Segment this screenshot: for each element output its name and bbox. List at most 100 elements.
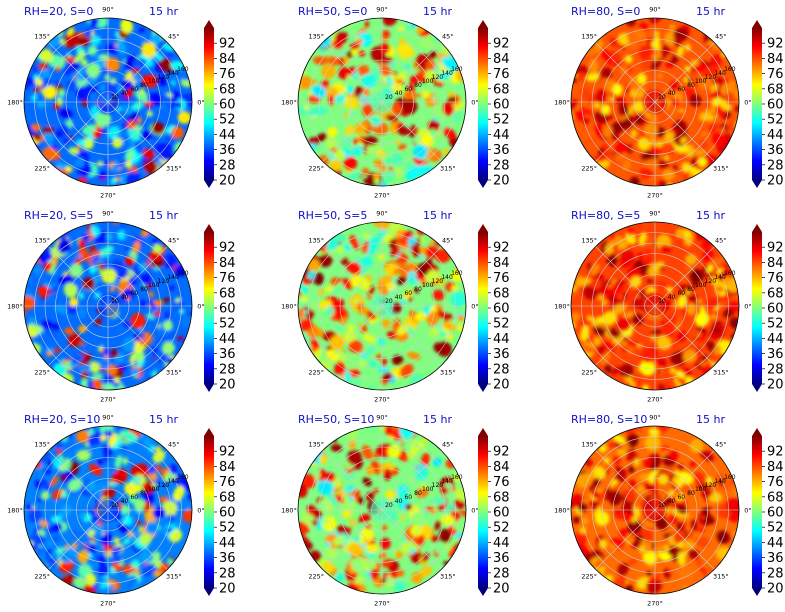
angle-tick-label: 0° (197, 507, 204, 515)
heatmap-cell (163, 255, 169, 264)
heatmap-cell (32, 65, 38, 70)
heatmap-cell (689, 65, 694, 74)
heatmap-cell (619, 65, 629, 75)
angular-grid-line (322, 246, 383, 307)
heatmap-cell (110, 349, 119, 358)
panel-time-label: 15 hr (149, 413, 178, 426)
heatmap-cell (391, 101, 403, 116)
heatmap-cell (64, 543, 70, 550)
heatmap-cell (666, 287, 673, 292)
heatmap-cell (638, 473, 652, 481)
heatmap-cell (440, 486, 449, 495)
angle-tick-label: 0° (471, 99, 478, 107)
heatmap-cell (372, 222, 383, 227)
heatmap-cell (400, 453, 409, 462)
angle-tick-label: 270° (100, 600, 116, 608)
heatmap-cell (433, 342, 443, 353)
panel-title: RH=80, S=5 (571, 209, 640, 222)
heatmap-cell (318, 479, 334, 496)
heatmap-cell (628, 465, 635, 474)
angle-tick-label: 270° (100, 192, 116, 200)
angle-tick-label: 135° (581, 33, 597, 41)
colorbar-tick-label: 52 (493, 317, 510, 332)
heatmap-cell (410, 337, 417, 350)
heatmap-cell (405, 90, 416, 101)
heatmap-cell (631, 516, 637, 523)
colorbar-extend-min (752, 180, 762, 188)
heatmap-cell (359, 277, 371, 292)
heatmap-cell (689, 94, 702, 107)
heatmap-cell (175, 297, 181, 303)
heatmap-cell (657, 73, 663, 79)
heatmap-cell (131, 559, 140, 569)
colorbar-tick-label: 28 (767, 362, 784, 377)
heatmap-cell (593, 562, 603, 569)
heatmap-cell (435, 547, 441, 554)
angle-tick-label: 225° (34, 368, 50, 376)
heatmap-cell (333, 148, 345, 160)
heatmap-cell (97, 171, 107, 179)
heatmap-cell (345, 85, 354, 94)
heatmap-cell (116, 40, 127, 55)
heatmap-cell (144, 74, 158, 88)
heatmap-cell (359, 528, 374, 543)
colorbar-tick-label: 92 (219, 37, 236, 52)
colorbar-extend-max (752, 20, 762, 28)
panel-title: RH=80, S=10 (571, 413, 647, 426)
heatmap-cell (101, 444, 113, 458)
heatmap-cell (123, 538, 130, 545)
heatmap-cell (625, 539, 633, 545)
colorbar-tick-label: 68 (219, 490, 236, 505)
heatmap-cell (60, 359, 66, 363)
heatmap-cell (668, 449, 679, 461)
angle-tick-label: 0° (744, 303, 751, 311)
colorbar-tick-label: 76 (219, 475, 236, 490)
angular-grid-line (322, 509, 383, 570)
angle-tick-label: 180° (554, 99, 570, 107)
angular-grid-line (381, 246, 442, 307)
heatmap-cell (314, 471, 320, 480)
heatmap-cell (123, 88, 134, 99)
angle-tick-label: 45° (715, 33, 727, 41)
heatmap-cell (382, 30, 391, 39)
heatmap-cell (84, 546, 89, 551)
heatmap-cell (162, 297, 170, 303)
colorbar-tick-label: 36 (493, 347, 510, 362)
heatmap-cell (138, 27, 145, 34)
heatmap-cell (87, 432, 103, 446)
heatmap-cell (685, 289, 691, 296)
heatmap-cell (325, 545, 338, 559)
colorbar-gradient (204, 436, 214, 588)
angle-tick-label: 135° (34, 237, 50, 245)
heatmap-cell (678, 471, 694, 484)
heatmap-cell (158, 146, 171, 160)
colorbar-tick-label: 60 (767, 302, 784, 317)
panel-time-label: 15 hr (149, 5, 178, 18)
heatmap-cell (343, 96, 357, 110)
heatmap-cell (649, 527, 655, 534)
angle-tick-label: 90° (102, 210, 114, 218)
heatmap-cell (97, 519, 104, 526)
radial-tick-label: 20 (385, 298, 393, 305)
heatmap-cell (346, 526, 352, 532)
colorbar-tick-label: 60 (219, 302, 236, 317)
heatmap-cell (729, 301, 739, 313)
heatmap-cell (344, 66, 356, 78)
heatmap-cell (613, 434, 626, 444)
heatmap-cell (722, 479, 728, 488)
heatmap-cell (144, 444, 152, 450)
heatmap-cell (92, 542, 105, 555)
heatmap-cell (428, 327, 441, 337)
colorbar-tick-label: 60 (493, 506, 510, 521)
heatmap-cell (123, 472, 129, 476)
heatmap-cell (433, 496, 447, 505)
heatmap-cell (58, 108, 74, 119)
heatmap-cell (311, 519, 319, 526)
heatmap-cell (90, 18, 99, 27)
heatmap-cell (182, 509, 192, 523)
heatmap-cell (407, 351, 421, 360)
